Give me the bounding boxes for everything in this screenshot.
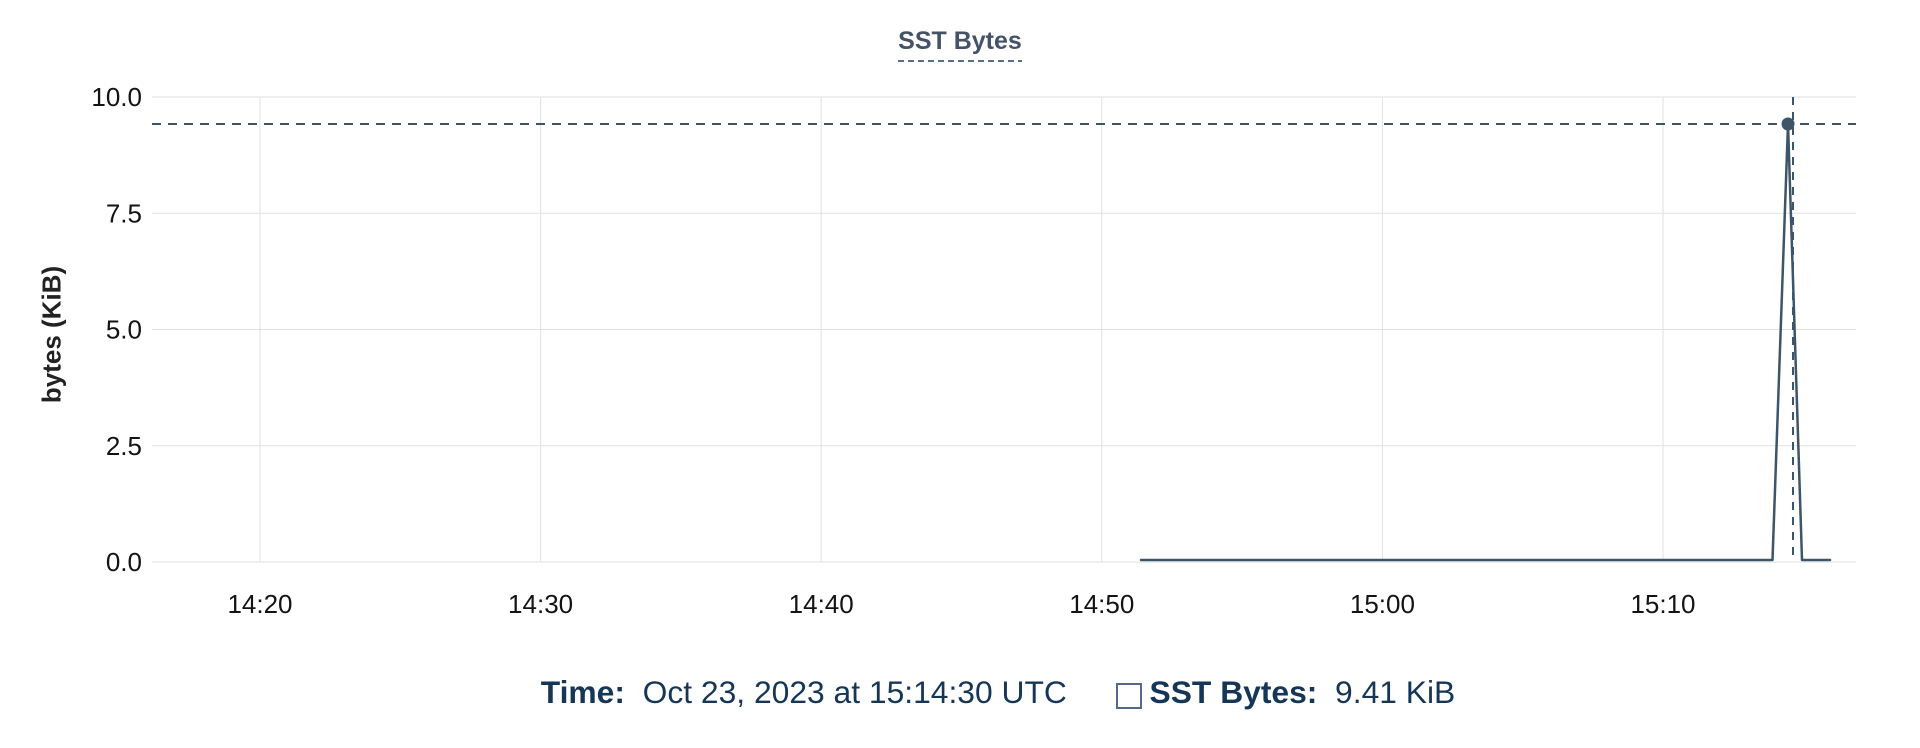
svg-text:7.5: 7.5 xyxy=(106,198,142,228)
svg-text:0.0: 0.0 xyxy=(106,547,142,577)
svg-text:10.0: 10.0 xyxy=(91,82,142,112)
svg-text:14:30: 14:30 xyxy=(508,589,573,619)
svg-text:14:20: 14:20 xyxy=(227,589,292,619)
svg-text:15:10: 15:10 xyxy=(1630,589,1695,619)
svg-text:14:40: 14:40 xyxy=(789,589,854,619)
svg-text:5.0: 5.0 xyxy=(106,315,142,345)
svg-text:2.5: 2.5 xyxy=(106,431,142,461)
svg-text:15:00: 15:00 xyxy=(1350,589,1415,619)
svg-text:14:50: 14:50 xyxy=(1069,589,1134,619)
